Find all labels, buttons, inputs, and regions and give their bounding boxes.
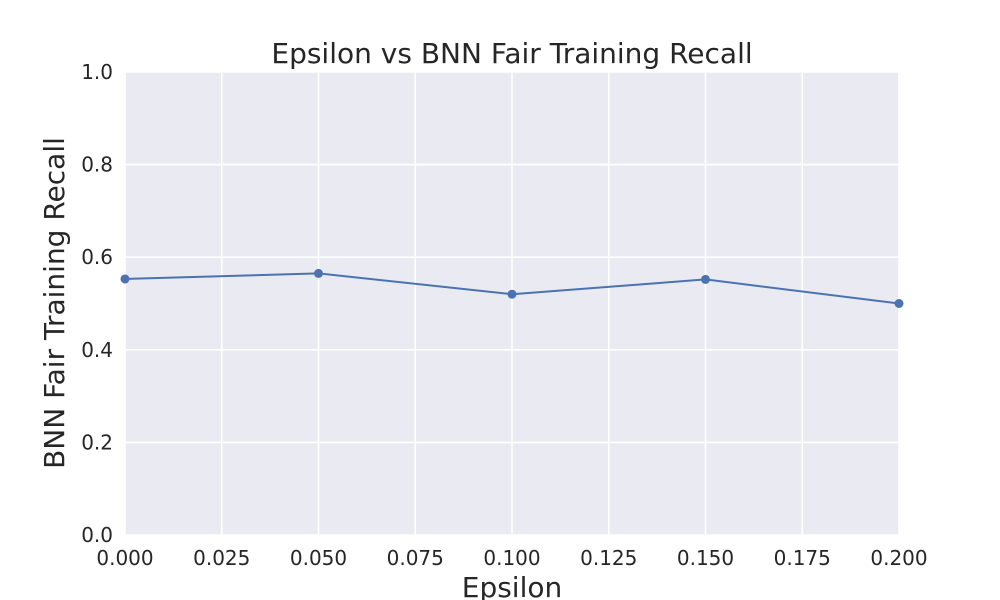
x-tick-label: 0.175 [774, 546, 831, 570]
y-tick-label: 1.0 [81, 60, 113, 84]
y-axis-label: BNN Fair Training Recall [38, 137, 71, 469]
data-point [120, 274, 130, 284]
y-tick-labels: 0.0 0.2 0.4 0.6 0.8 1.0 [81, 60, 113, 547]
y-tick-label: 0.4 [81, 338, 113, 362]
y-tick-label: 0.8 [81, 153, 113, 177]
x-tick-label: 0.000 [96, 546, 153, 570]
x-tick-label: 0.075 [387, 546, 444, 570]
y-tick-label: 0.0 [81, 523, 113, 547]
chart-title: Epsilon vs BNN Fair Training Recall [271, 37, 752, 70]
x-axis-label: Epsilon [462, 571, 563, 600]
y-tick-label: 0.2 [81, 430, 113, 454]
series-group [120, 268, 904, 308]
x-tick-label: 0.100 [483, 546, 540, 570]
data-point [894, 299, 904, 308]
x-tick-label: 0.050 [290, 546, 347, 570]
data-point [314, 268, 323, 278]
x-tick-label: 0.150 [677, 546, 734, 570]
x-tick-label: 0.125 [580, 546, 637, 570]
x-tick-labels: 0.000 0.025 0.050 0.075 0.100 0.125 0.150 0.175… [96, 546, 927, 570]
grid-lines [124, 71, 900, 536]
data-point [507, 289, 517, 299]
x-tick-label: 0.025 [193, 546, 250, 570]
data-point [701, 274, 710, 284]
x-tick-label: 0.200 [870, 546, 927, 570]
y-tick-label: 0.6 [81, 245, 113, 269]
